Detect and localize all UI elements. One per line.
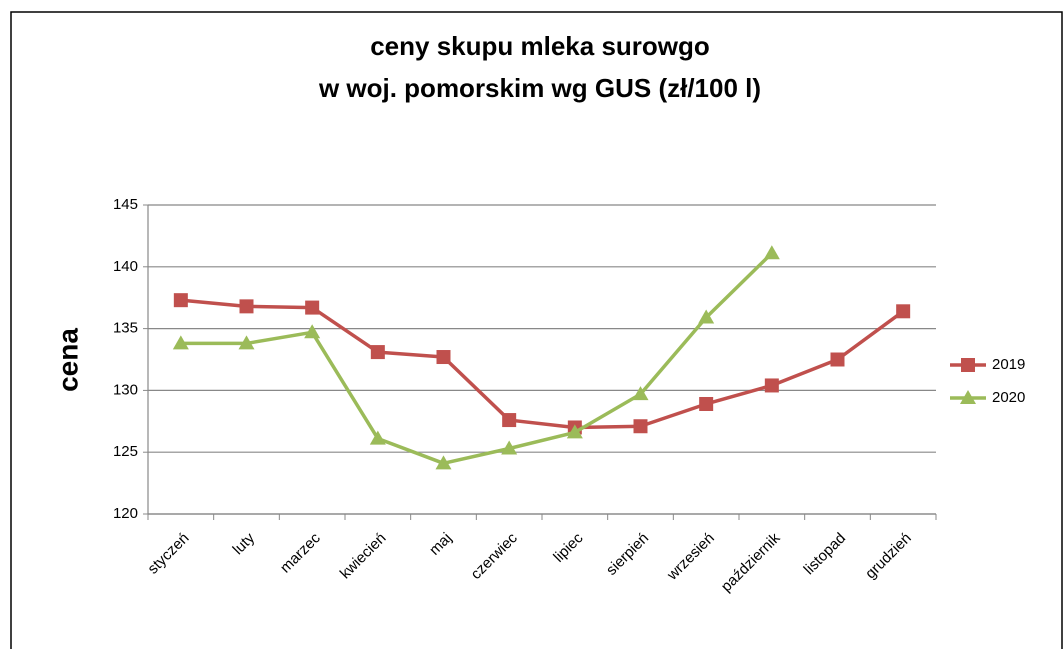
point-marker <box>501 440 518 455</box>
point-marker <box>698 309 715 324</box>
point-marker <box>566 424 583 439</box>
series-line <box>180 251 774 466</box>
legend-marker <box>960 390 976 404</box>
point-marker <box>172 335 189 350</box>
point-marker <box>238 335 255 350</box>
y-tick-label: 125 <box>113 443 138 460</box>
point-marker <box>435 455 452 470</box>
y-axis-label: cena <box>52 328 83 392</box>
point-marker <box>370 345 385 360</box>
point-marker <box>304 324 321 339</box>
point-marker <box>763 245 780 260</box>
series-line <box>180 298 905 430</box>
point-marker <box>369 430 386 445</box>
chart-title: ceny skupu mleka surowgo <box>370 31 710 61</box>
point-marker <box>305 300 320 315</box>
legend-marker <box>961 358 975 372</box>
point-marker <box>632 386 649 401</box>
legend-label: 2019 <box>992 356 1025 373</box>
y-tick-label: 140 <box>113 258 138 275</box>
y-tick-label: 120 <box>113 505 138 522</box>
point-marker <box>239 299 254 314</box>
chart-frame <box>10 11 1063 649</box>
chart-title: w woj. pomorskim wg GUS (zł/100 l) <box>318 73 761 103</box>
y-tick-label: 145 <box>113 196 138 213</box>
y-tick-label: 135 <box>113 320 138 337</box>
point-marker <box>173 293 188 308</box>
point-marker <box>896 304 911 319</box>
point-marker <box>699 396 714 411</box>
point-marker <box>436 350 451 365</box>
point-marker <box>764 378 779 393</box>
point-marker <box>633 419 648 434</box>
point-marker <box>830 352 845 367</box>
legend-label: 2020 <box>992 389 1025 406</box>
point-marker <box>502 413 517 428</box>
y-tick-label: 130 <box>113 381 138 398</box>
